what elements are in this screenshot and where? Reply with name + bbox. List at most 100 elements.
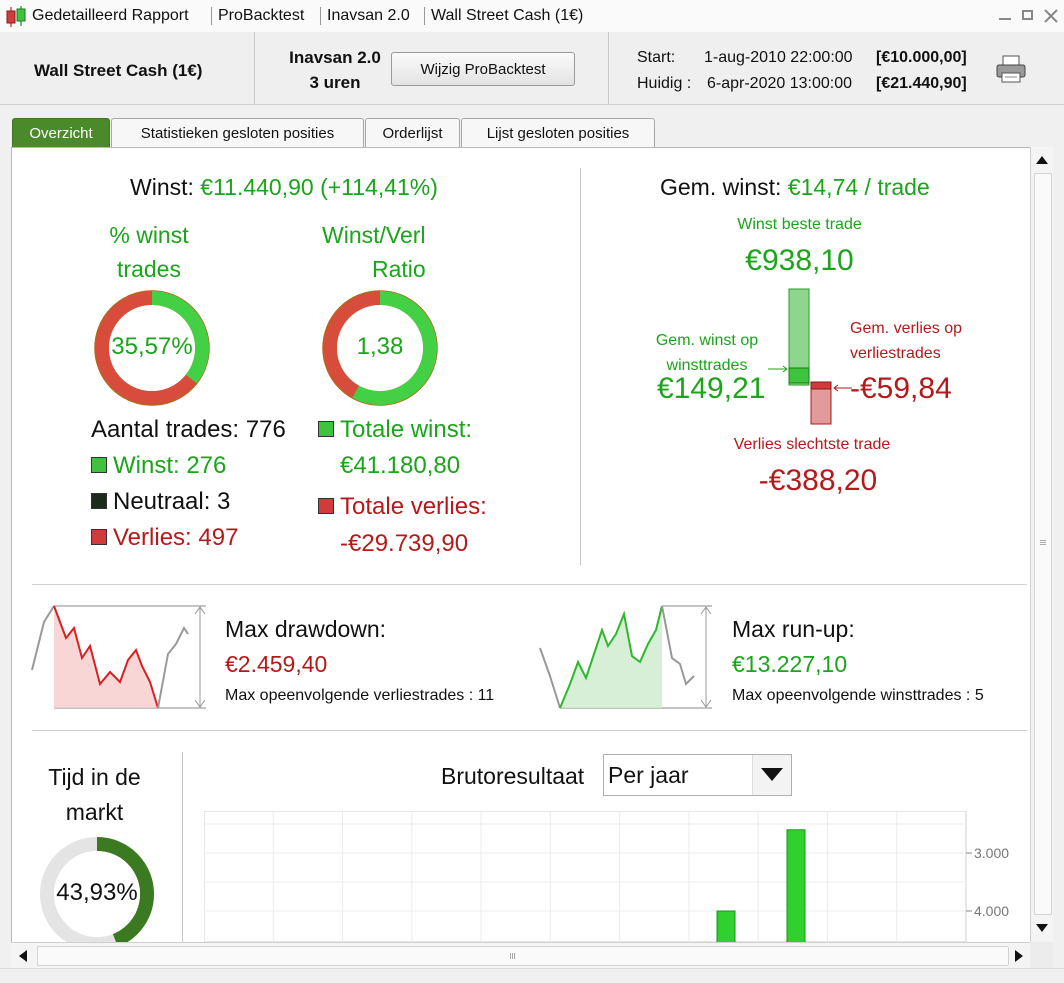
title-separator	[320, 7, 321, 25]
section-divider	[580, 168, 581, 565]
avg-loss-trades-line1: Gem. verlies op	[850, 320, 963, 337]
arrow-down-icon	[1036, 924, 1048, 932]
runup-consecutive: Max opeenvolgende winsttrades : 5	[732, 687, 984, 704]
chart-grid	[204, 811, 967, 942]
win-pct-title-line1: % winst	[109, 222, 189, 248]
chevron-down-icon	[761, 768, 783, 781]
scroll-up-button[interactable]	[1032, 149, 1052, 171]
worst-trade-value: -€388,20	[758, 464, 878, 497]
start-capital: [€10.000,00]	[876, 49, 967, 66]
chart-tick-label: 4.000	[974, 903, 1009, 919]
ratio-title: Winst/Verl Ratio	[302, 218, 462, 286]
start-label: Start:	[637, 49, 676, 66]
avg-profit-label: Gem. winst:	[660, 174, 782, 200]
win-trades-row: Winst: 276	[91, 452, 226, 480]
period-select[interactable]: Per jaar	[603, 754, 792, 796]
loss-trades-row: Verlies: 497	[91, 524, 238, 552]
ratio-title-line2: Ratio	[372, 256, 426, 282]
total-profit-row: Totale winst:	[318, 416, 472, 444]
best-trade-label: Winst beste trade	[737, 216, 862, 233]
total-loss-value: -€29.739,90	[340, 530, 469, 557]
section-divider	[182, 752, 183, 943]
grip-line	[1040, 542, 1046, 543]
grip-line	[512, 953, 513, 959]
runup-label: Max run-up:	[732, 616, 855, 642]
win-pct-value: 35,57%	[111, 333, 193, 360]
horizontal-scrollbar[interactable]	[11, 942, 1030, 969]
report-header: Wall Street Cash (1€) Inavsan 2.0 3 uren…	[0, 32, 1064, 105]
win-pct-donut	[94, 290, 210, 406]
black-square-icon	[91, 492, 107, 509]
instrument-name: Wall Street Cash (1€)	[34, 61, 203, 80]
scroll-thumb[interactable]	[37, 946, 1009, 966]
grip-line	[1040, 540, 1046, 541]
avg-win-trades-value: €149,21	[657, 372, 766, 405]
market-time-donut	[40, 837, 154, 943]
close-icon[interactable]	[1044, 9, 1058, 23]
ratio-title-line1: Winst/Verl	[322, 222, 426, 248]
win-pct-title-line2: trades	[117, 256, 181, 282]
loss-trades: Verlies: 497	[113, 524, 239, 551]
runup-value: €13.227,10	[732, 651, 848, 677]
tab-gesloten-posities[interactable]: Lijst gesloten posities	[461, 118, 655, 147]
app-candlestick-icon	[6, 6, 26, 27]
profit-headline: Winst: €11.440,90 (+114,41%)	[130, 174, 438, 201]
market-time-title: Tijd in de markt	[22, 760, 167, 830]
scroll-right-button[interactable]	[1009, 945, 1029, 967]
avg-profit-value: €14,74 / trade	[787, 174, 930, 200]
drawdown-sparkline	[31, 605, 206, 709]
section-divider	[32, 584, 1027, 585]
chart-bars	[716, 829, 806, 942]
window-bottom-edge	[0, 968, 1064, 983]
total-profit-label: Totale winst:	[340, 416, 473, 443]
current-label: Huidig :	[637, 75, 692, 92]
minimize-icon[interactable]	[999, 18, 1011, 20]
drawdown-consecutive: Max opeenvolgende verliestrades : 11	[225, 687, 495, 704]
neutral-trades-row: Neutraal: 3	[91, 488, 230, 516]
chart-tick-label: 3.000	[974, 845, 1009, 861]
win-pct-title: % winst trades	[74, 218, 224, 286]
win-trades: Winst: 276	[113, 452, 227, 479]
market-time-line2: markt	[65, 799, 124, 825]
current-capital: [€21.440,90]	[876, 75, 967, 92]
ratio-donut	[322, 290, 438, 406]
market-time-line1: Tijd in de	[48, 764, 141, 790]
printer-icon[interactable]	[995, 54, 1029, 86]
total-loss-row: Totale verlies:	[318, 493, 487, 521]
avg-loss-trades-line2: verliestrades	[850, 345, 941, 362]
maximize-icon[interactable]	[1022, 10, 1033, 20]
profit-value: €11.440,90 (+114,41%)	[200, 174, 438, 200]
grip-line	[510, 953, 511, 959]
neutral-trades: Neutraal: 3	[113, 488, 231, 515]
chart-bar	[716, 910, 736, 942]
scroll-corner	[1030, 942, 1053, 969]
tab-orderlijst[interactable]: Orderlijst	[365, 118, 460, 147]
period-select-toggle[interactable]	[752, 755, 791, 795]
arrow-left-icon	[19, 950, 27, 962]
arrow-up-icon	[1036, 156, 1048, 164]
red-square-icon	[91, 528, 107, 545]
scroll-down-button[interactable]	[1032, 917, 1052, 939]
system-name: Inavsan 2.0	[289, 48, 381, 67]
title-report: Gedetailleerd Rapport	[32, 7, 189, 24]
gross-result-label: Brutoresultaat	[441, 763, 585, 789]
avg-win-trades-label: Gem. winst op winsttrades	[637, 328, 777, 378]
avg-loss-trades-value: -€59,84	[850, 372, 952, 405]
title-bar: Gedetailleerd Rapport ProBacktest Inavsa…	[0, 0, 1064, 33]
drawdown-value: €2.459,40	[225, 651, 328, 677]
avg-win-trades-line1: Gem. winst op	[655, 332, 759, 349]
trades-count: Aantal trades: 776	[91, 416, 286, 443]
vertical-scrollbar[interactable]	[1030, 147, 1053, 942]
green-square-icon	[91, 456, 107, 473]
tab-statistieken[interactable]: Statistieken gesloten posities	[111, 118, 364, 147]
tab-overzicht[interactable]: Overzicht	[12, 118, 110, 147]
runup-sparkline	[539, 605, 712, 709]
scroll-left-button[interactable]	[13, 945, 33, 967]
scroll-thumb[interactable]	[1034, 173, 1052, 915]
avg-win-trades-line2: winsttrades	[666, 357, 748, 374]
ratio-value: 1,38	[356, 333, 404, 360]
chart-bar	[786, 829, 806, 942]
edit-probacktest-button[interactable]: Wijzig ProBacktest	[391, 52, 575, 86]
red-square-icon	[318, 497, 334, 514]
gross-result-chart: 3.000 4.000	[204, 811, 1009, 942]
